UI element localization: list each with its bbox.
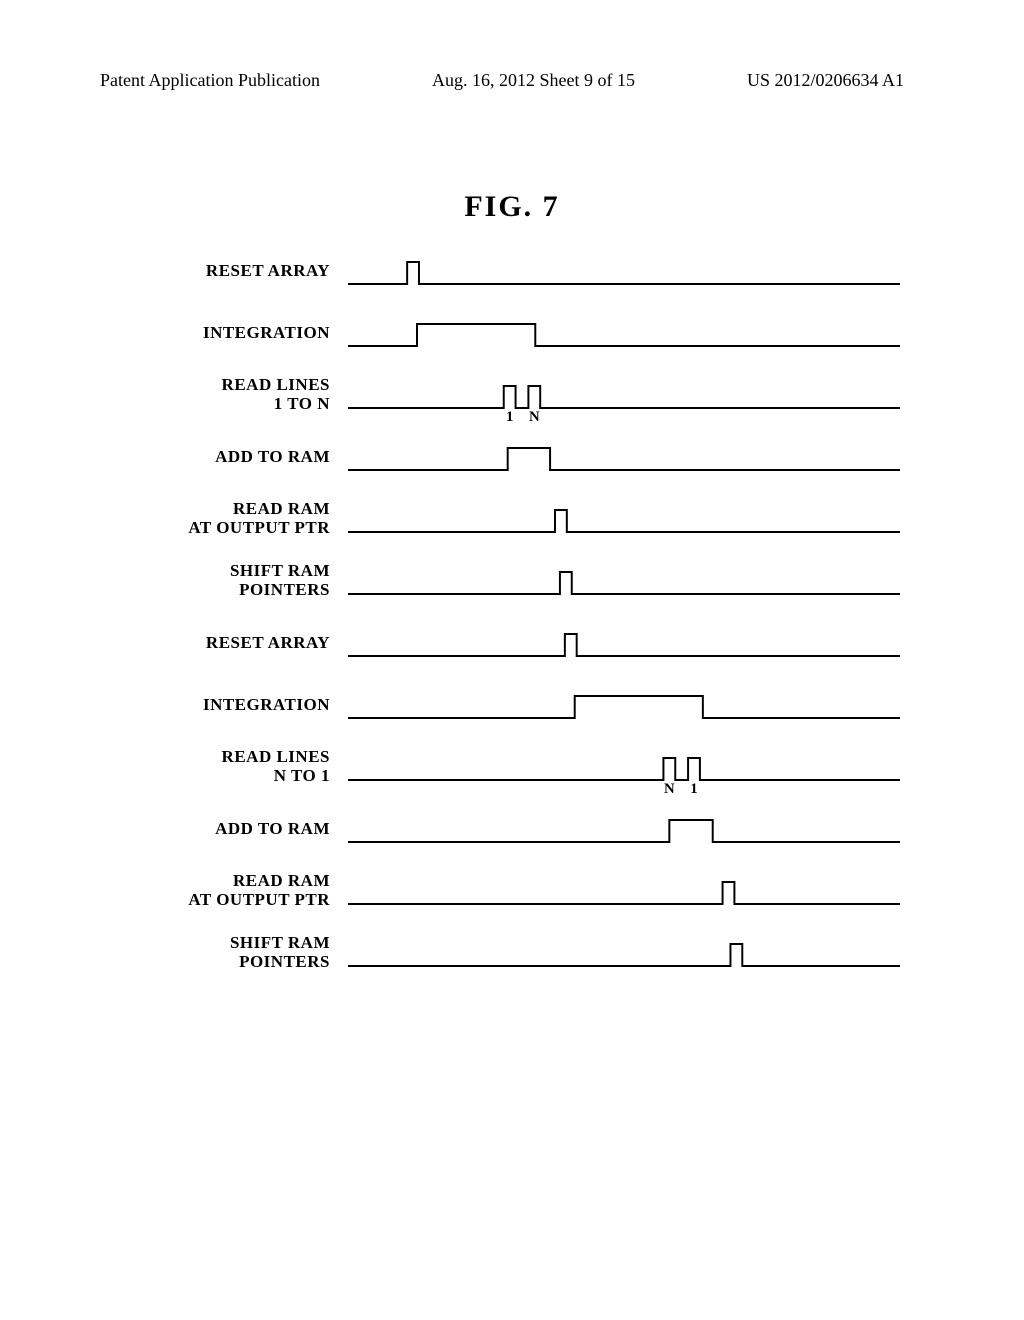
signal-row: SHIFT RAM POINTERS (100, 922, 900, 984)
header-left: Patent Application Publication (100, 70, 320, 91)
signal-row: ADD TO RAM (100, 798, 900, 860)
signal-label: READ RAM AT OUTPUT PTR (100, 872, 348, 909)
signal-label: ADD TO RAM (100, 448, 348, 467)
signal-label: SHIFT RAM POINTERS (100, 562, 348, 599)
signal-waveform: 1N (348, 368, 900, 423)
signal-waveform (348, 864, 900, 919)
header-center: Aug. 16, 2012 Sheet 9 of 15 (432, 70, 635, 91)
header-right: US 2012/0206634 A1 (747, 70, 904, 91)
signal-row: INTEGRATION (100, 674, 900, 736)
signal-row: RESET ARRAY (100, 240, 900, 302)
signal-waveform (348, 802, 900, 857)
signal-row: SHIFT RAM POINTERS (100, 550, 900, 612)
svg-text:1: 1 (690, 780, 697, 794)
svg-text:N: N (664, 780, 675, 794)
page: Patent Application Publication Aug. 16, … (0, 0, 1024, 1320)
signal-label: RESET ARRAY (100, 634, 348, 653)
signal-waveform (348, 306, 900, 361)
page-header: Patent Application Publication Aug. 16, … (0, 70, 1024, 91)
figure-title: FIG. 7 (0, 190, 1024, 224)
signal-label: ADD TO RAM (100, 820, 348, 839)
signal-row: READ RAM AT OUTPUT PTR (100, 860, 900, 922)
signal-waveform (348, 616, 900, 671)
signal-label: INTEGRATION (100, 696, 348, 715)
signal-waveform (348, 926, 900, 981)
signal-row: READ LINES 1 TO N1N (100, 364, 900, 426)
signal-waveform (348, 430, 900, 485)
signal-row: READ LINES N TO 1N1 (100, 736, 900, 798)
signal-waveform (348, 492, 900, 547)
signal-waveform: N1 (348, 740, 900, 795)
signal-label: READ LINES 1 TO N (100, 376, 348, 413)
signal-waveform (348, 554, 900, 609)
signal-waveform (348, 678, 900, 733)
signal-row: READ RAM AT OUTPUT PTR (100, 488, 900, 550)
timing-diagram: RESET ARRAYINTEGRATIONREAD LINES 1 TO N1… (100, 240, 900, 984)
svg-text:N: N (529, 408, 540, 422)
svg-text:1: 1 (506, 408, 513, 422)
signal-label: SHIFT RAM POINTERS (100, 934, 348, 971)
signal-label: RESET ARRAY (100, 262, 348, 281)
signal-row: INTEGRATION (100, 302, 900, 364)
signal-label: INTEGRATION (100, 324, 348, 343)
signal-waveform (348, 244, 900, 299)
signal-row: ADD TO RAM (100, 426, 900, 488)
signal-row: RESET ARRAY (100, 612, 900, 674)
signal-label: READ RAM AT OUTPUT PTR (100, 500, 348, 537)
signal-label: READ LINES N TO 1 (100, 748, 348, 785)
